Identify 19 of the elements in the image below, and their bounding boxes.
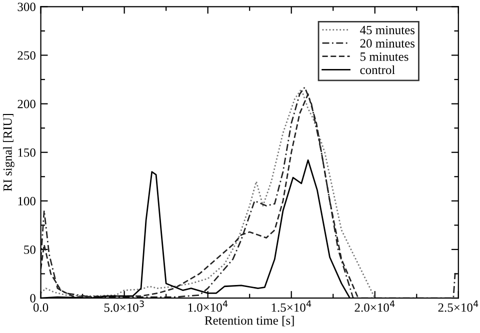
x-tick-label: 0.0 bbox=[33, 303, 48, 312]
y-tick-label: 300 bbox=[18, 2, 36, 12]
y-axis-title: RI signal [RIU] bbox=[3, 114, 14, 192]
legend-label: control bbox=[360, 65, 395, 74]
x-axis-title: Retention time [s] bbox=[204, 316, 294, 326]
x-tick-label: 2.0×10$^{4}$ bbox=[354, 300, 395, 312]
y-tick-label: 50 bbox=[24, 245, 36, 254]
x-tick-label: 5.0×10$^{3}$ bbox=[104, 300, 144, 312]
legend-label: 45 minutes bbox=[360, 26, 415, 34]
y-tick-label: 0 bbox=[30, 294, 36, 302]
x-tick-label: 1.5×10$^{4}$ bbox=[272, 300, 312, 312]
legend-label: 5 minutes bbox=[360, 52, 408, 61]
legend-label: 20 minutes bbox=[360, 39, 415, 48]
y-tick-label: 150 bbox=[18, 148, 36, 157]
y-tick-label: 100 bbox=[18, 196, 36, 206]
y-tick-label: 250 bbox=[18, 51, 36, 60]
x-tick-label: 1.0×10$^{4}$ bbox=[188, 300, 228, 312]
y-tick-label: 200 bbox=[18, 100, 36, 108]
x-tick-label: 2.5×10$^{4}$ bbox=[438, 300, 478, 312]
